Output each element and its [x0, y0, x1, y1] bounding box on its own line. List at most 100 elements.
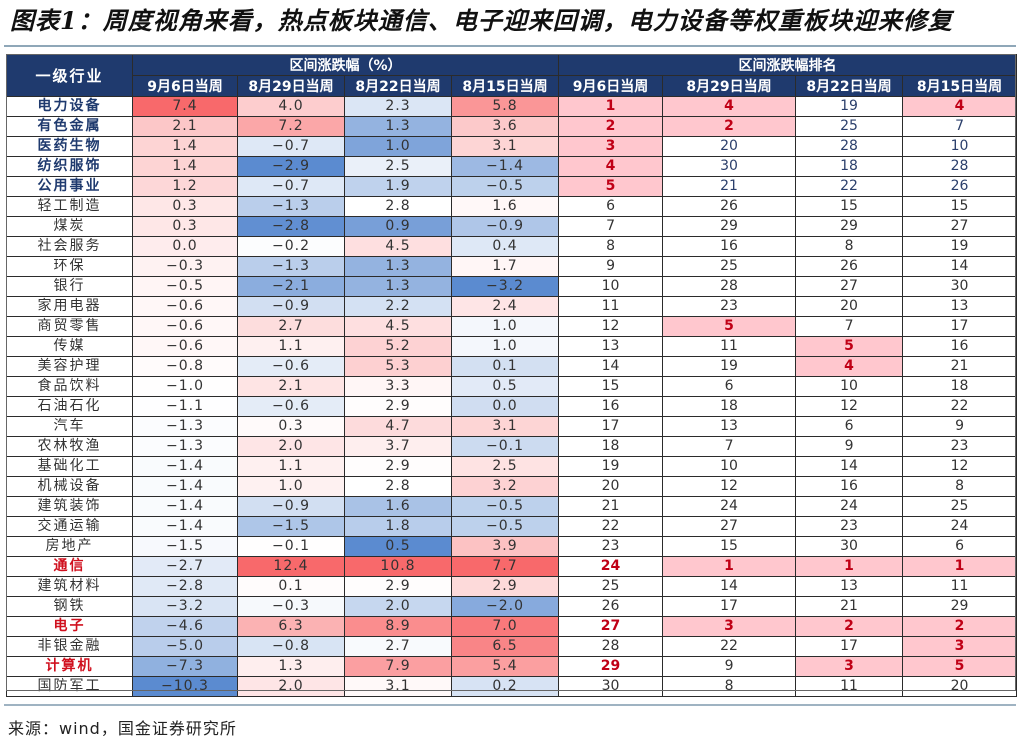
industry-column-header: 一级行业 — [6, 54, 133, 97]
change-value-cell: 5.3 — [344, 356, 452, 377]
rank-value-cell: 25 — [795, 116, 904, 137]
industry-name-cell: 农林牧渔 — [6, 436, 133, 457]
change-value-cell: 3.1 — [344, 676, 452, 697]
rank-value-cell: 1 — [558, 96, 664, 117]
change-value-cell: −1.4 — [132, 476, 238, 497]
rank-value-cell: 13 — [795, 576, 904, 597]
rank-value-cell: 16 — [902, 336, 1018, 357]
change-value-cell: 1.3 — [237, 656, 345, 677]
rank-value-cell: 16 — [558, 396, 664, 417]
change-group-header: 区间涨跌幅（%） — [131, 54, 560, 76]
rank-value-cell: 17 — [902, 316, 1018, 337]
industry-name-cell: 钢铁 — [6, 596, 133, 617]
table-row: 有色金属 2.1 7.2 1.3 3.6 2 2 25 7 — [6, 116, 1018, 137]
rank-value-cell: 7 — [558, 216, 664, 237]
industry-name-cell: 有色金属 — [6, 116, 133, 137]
change-value-cell: −0.3 — [237, 596, 345, 617]
change-value-cell: 2.7 — [237, 316, 345, 337]
change-value-cell: 6.5 — [450, 636, 560, 657]
table-row: 房地产 −1.5 −0.1 0.5 3.9 23 15 30 6 — [6, 536, 1018, 557]
rank-week-header: 9月6日当周 — [558, 75, 664, 97]
rank-value-cell: 10 — [902, 136, 1018, 157]
table-row: 非银金融 −5.0 −0.8 2.7 6.5 28 22 17 3 — [6, 636, 1018, 657]
rank-value-cell: 1 — [795, 556, 904, 577]
rank-value-cell: 13 — [558, 336, 664, 357]
change-week-header: 8月15日当周 — [450, 75, 560, 97]
industry-name-cell: 非银金融 — [6, 636, 133, 657]
industry-name-cell: 传媒 — [6, 336, 133, 357]
change-value-cell: 2.1 — [132, 116, 238, 137]
table-row: 汽车 −1.3 0.3 4.7 3.1 17 13 6 9 — [6, 416, 1018, 437]
rank-value-cell: 27 — [558, 616, 664, 637]
industry-name-cell: 家用电器 — [6, 296, 133, 317]
rank-value-cell: 9 — [902, 416, 1018, 437]
rank-value-cell: 21 — [558, 496, 664, 517]
change-value-cell: −0.1 — [450, 436, 560, 457]
industry-name-cell: 建筑装饰 — [6, 496, 133, 517]
change-value-cell: −0.8 — [132, 356, 238, 377]
change-value-cell: 0.0 — [450, 396, 560, 417]
table-row: 钢铁 −3.2 −0.3 2.0 −2.0 26 17 21 29 — [6, 596, 1018, 617]
change-value-cell: −1.4 — [132, 496, 238, 517]
change-value-cell: −5.0 — [132, 636, 238, 657]
change-value-cell: −1.3 — [237, 256, 345, 277]
rank-value-cell: 26 — [795, 256, 904, 277]
rank-value-cell: 28 — [795, 136, 904, 157]
change-value-cell: −0.7 — [237, 176, 345, 197]
rank-value-cell: 28 — [902, 156, 1018, 177]
rank-value-cell: 29 — [662, 216, 797, 237]
rank-value-cell: 20 — [662, 136, 797, 157]
industry-name-cell: 通信 — [6, 556, 133, 577]
rank-value-cell: 11 — [558, 296, 664, 317]
industry-name-cell: 社会服务 — [6, 236, 133, 257]
rank-value-cell: 9 — [795, 436, 904, 457]
rank-value-cell: 17 — [558, 416, 664, 437]
change-value-cell: 2.8 — [344, 476, 452, 497]
change-value-cell: 2.4 — [450, 296, 560, 317]
change-value-cell: 8.9 — [344, 616, 452, 637]
rank-value-cell: 22 — [662, 636, 797, 657]
change-value-cell: 5.8 — [450, 96, 560, 117]
change-value-cell: −0.6 — [237, 396, 345, 417]
rank-value-cell: 18 — [662, 396, 797, 417]
change-value-cell: 3.2 — [450, 476, 560, 497]
rank-value-cell: 22 — [795, 176, 904, 197]
rank-value-cell: 25 — [662, 256, 797, 277]
change-value-cell: −10.3 — [132, 676, 238, 697]
rank-value-cell: 18 — [902, 376, 1018, 397]
rank-value-cell: 14 — [795, 456, 904, 477]
table-row: 通信 −2.7 12.4 10.8 7.7 24 1 1 1 — [6, 556, 1018, 577]
change-value-cell: 7.0 — [450, 616, 560, 637]
rank-value-cell: 19 — [662, 356, 797, 377]
change-value-cell: −0.9 — [237, 296, 345, 317]
rank-value-cell: 14 — [902, 256, 1018, 277]
change-value-cell: 2.2 — [344, 296, 452, 317]
change-value-cell: 0.1 — [237, 576, 345, 597]
bottom-divider — [4, 704, 1016, 706]
change-value-cell: 1.2 — [132, 176, 238, 197]
table-row: 机械设备 −1.4 1.0 2.8 3.2 20 12 16 8 — [6, 476, 1018, 497]
rank-week-header: 8月29日当周 — [662, 75, 797, 97]
rank-value-cell: 7 — [795, 316, 904, 337]
rank-value-cell: 6 — [558, 196, 664, 217]
change-value-cell: −2.9 — [237, 156, 345, 177]
rank-value-cell: 27 — [795, 276, 904, 297]
rank-value-cell: 18 — [558, 436, 664, 457]
rank-value-cell: 25 — [558, 576, 664, 597]
industry-name-cell: 医药生物 — [6, 136, 133, 157]
rank-value-cell: 24 — [902, 516, 1018, 537]
change-value-cell: 7.9 — [344, 656, 452, 677]
rank-value-cell: 30 — [902, 276, 1018, 297]
rank-value-cell: 25 — [902, 496, 1018, 517]
rank-value-cell: 19 — [902, 236, 1018, 257]
change-value-cell: 1.3 — [344, 116, 452, 137]
change-value-cell: 1.0 — [450, 336, 560, 357]
change-week-header: 9月6日当周 — [132, 75, 238, 97]
rank-value-cell: 30 — [795, 536, 904, 557]
change-value-cell: 2.3 — [344, 96, 452, 117]
change-value-cell: 0.3 — [237, 416, 345, 437]
change-value-cell: 2.9 — [344, 576, 452, 597]
rank-value-cell: 30 — [662, 156, 797, 177]
rank-value-cell: 11 — [902, 576, 1018, 597]
rank-value-cell: 29 — [558, 656, 664, 677]
